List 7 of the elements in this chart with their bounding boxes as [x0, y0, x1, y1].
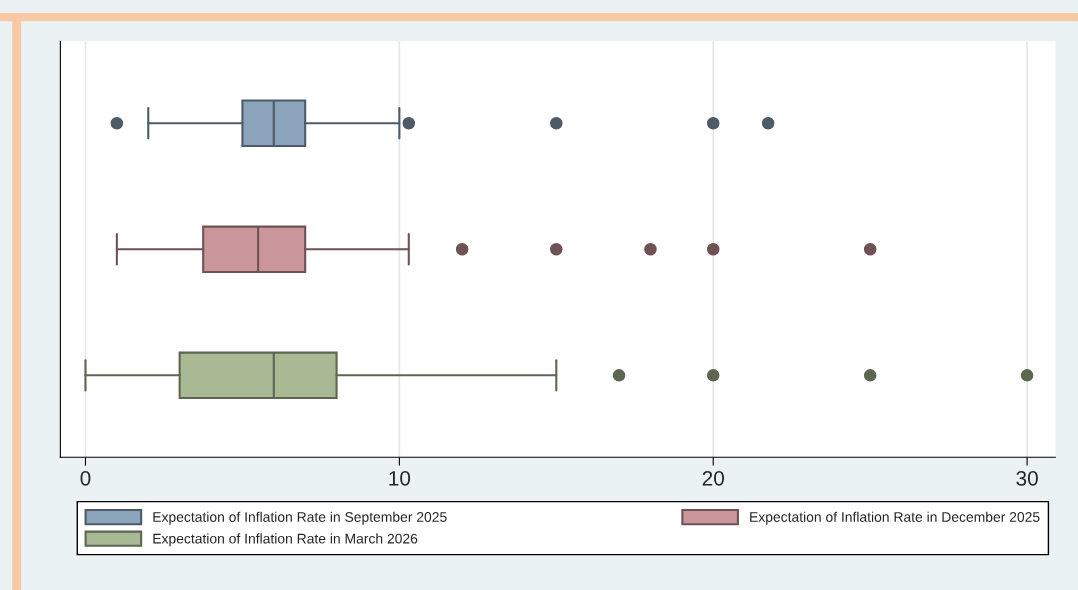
- legend-label: Expectation of Inflation Rate in March 2026: [153, 533, 418, 547]
- legend-label: Expectation of Inflation Rate in September 2025: [153, 511, 447, 525]
- x-tick-label: 0: [80, 470, 91, 486]
- x-tick-label: 30: [1016, 470, 1038, 486]
- legend-label: Expectation of Inflation Rate in December 2025: [750, 511, 1040, 525]
- x-tick-label: 10: [389, 470, 411, 486]
- x-tick-label: 20: [702, 470, 725, 486]
